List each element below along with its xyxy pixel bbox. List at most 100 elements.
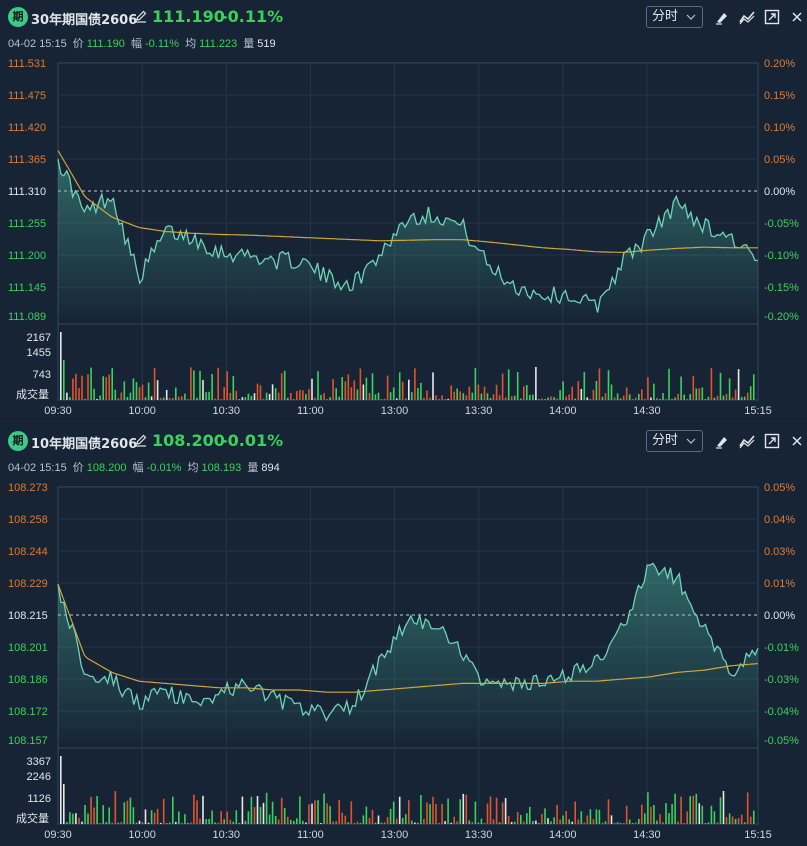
- volume-bar: [401, 381, 404, 400]
- volume-bar: [462, 793, 465, 824]
- volume-bar: [668, 813, 670, 824]
- volume-bar: [544, 808, 546, 824]
- volume-bar: [513, 395, 516, 400]
- intraday-chart-30y[interactable]: 09:30 10:00 10:30 11:00 13:00 13:30 14:00 14:30…: [0, 0, 807, 423]
- instrument-name[interactable]: 10年期国债2606: [31, 437, 138, 452]
- volume-bar: [713, 397, 716, 400]
- volume-bar: [520, 815, 522, 824]
- volume-bar: [749, 816, 752, 824]
- volume-bar: [235, 390, 238, 400]
- volume-bar: [495, 797, 498, 824]
- edit-pencil-icon[interactable]: [135, 10, 147, 23]
- maximize-icon[interactable]: [764, 433, 780, 449]
- volume-bar: [601, 822, 604, 824]
- volume-bar: [305, 822, 307, 824]
- volume-bar: [677, 393, 679, 400]
- percent-tick-label: 0.04%: [764, 514, 795, 526]
- volume-bar: [516, 372, 519, 400]
- volume-bar: [459, 799, 461, 824]
- volume-bar: [129, 392, 132, 400]
- percent-tick-label: 0.03%: [764, 546, 795, 558]
- volume-bar: [265, 792, 268, 824]
- volume-bar: [638, 818, 640, 824]
- volume-bar: [159, 397, 162, 400]
- volume-bar: [293, 821, 295, 824]
- time-tick-label: 10:30: [212, 405, 240, 417]
- volume-bar: [178, 811, 180, 824]
- draw-tool-icon[interactable]: [714, 433, 730, 449]
- volume-bar: [510, 822, 513, 824]
- last-price: 108.200: [152, 431, 225, 450]
- volume-bar: [144, 809, 147, 824]
- volume-bar: [535, 820, 537, 824]
- volume-bar: [75, 373, 77, 400]
- volume-bar: [317, 800, 319, 824]
- panel-header: 期 10年期国债2606 108.200 -0.01% 分时: [0, 424, 807, 457]
- change-percent: -0.01%: [221, 431, 284, 450]
- volume-bar: [374, 394, 377, 400]
- volume-bar: [550, 396, 552, 400]
- volume-bar: [338, 800, 340, 824]
- percent-tick-label: 0.00%: [764, 610, 795, 622]
- volume-bar: [262, 398, 265, 400]
- time-tick-label: 09:30: [44, 405, 72, 417]
- volume-bar: [362, 384, 365, 400]
- draw-tool-icon[interactable]: [714, 9, 730, 25]
- volume-bar: [383, 398, 386, 400]
- volume-bar: [510, 396, 513, 400]
- volume-bar: [719, 372, 722, 400]
- price-tick-label: 108.273: [8, 482, 48, 494]
- close-icon[interactable]: [789, 433, 805, 449]
- volume-bar: [444, 399, 446, 400]
- volume-bar: [120, 822, 123, 824]
- volume-bar: [486, 803, 489, 824]
- volume-bar: [734, 819, 737, 824]
- period-select[interactable]: 分时: [646, 430, 703, 452]
- volume-bar: [622, 395, 625, 400]
- volume-tick-label: 743: [33, 369, 51, 381]
- volume-bar: [398, 796, 401, 824]
- line-chart-icon[interactable]: [739, 9, 755, 25]
- price-tick-label: 108.172: [8, 706, 48, 718]
- volume-bar: [138, 387, 141, 400]
- volume-bar: [78, 387, 80, 400]
- volume-bar: [486, 393, 489, 400]
- volume-bar: [586, 397, 589, 400]
- volume-bar: [411, 392, 413, 400]
- maximize-icon[interactable]: [764, 9, 780, 25]
- instrument-name[interactable]: 30年期国债2606: [31, 13, 138, 28]
- price-area-fill: [58, 159, 758, 319]
- volume-bar: [459, 391, 461, 400]
- time-tick-label: 10:30: [212, 829, 240, 841]
- volume-bar: [483, 823, 486, 824]
- volume-bar: [704, 399, 707, 400]
- volume-bar: [635, 822, 637, 824]
- volume-bar: [710, 805, 713, 824]
- volume-bar: [220, 399, 222, 400]
- edit-pencil-icon[interactable]: [135, 434, 147, 447]
- volume-bar: [356, 821, 359, 824]
- volume-bar: [359, 368, 362, 400]
- volume-bar: [60, 332, 62, 400]
- line-chart-icon[interactable]: [739, 433, 755, 449]
- volume-bar: [625, 387, 628, 400]
- intraday-chart-10y[interactable]: 09:30 10:00 10:30 11:00 13:00 13:30 14:00 14:30…: [0, 424, 807, 846]
- quote-change: -0.11%: [144, 38, 180, 50]
- volume-bar: [504, 798, 507, 824]
- period-select[interactable]: 分时: [646, 6, 703, 28]
- quote-avg: 111.223: [199, 38, 238, 50]
- volume-bar: [386, 375, 389, 400]
- volume-bar: [159, 822, 162, 824]
- volume-bar: [538, 399, 540, 400]
- volume-bar: [683, 822, 685, 824]
- volume-bar: [256, 383, 259, 400]
- time-tick-label: 10:00: [128, 405, 156, 417]
- volume-bar: [571, 821, 573, 824]
- volume-bar: [662, 822, 664, 824]
- volume-bar: [175, 821, 177, 824]
- price-series-line: [57, 562, 759, 723]
- volume-bar: [695, 388, 698, 400]
- volume-bar: [465, 794, 468, 824]
- close-icon[interactable]: [789, 9, 805, 25]
- price-tick-label: 108.215: [8, 610, 48, 622]
